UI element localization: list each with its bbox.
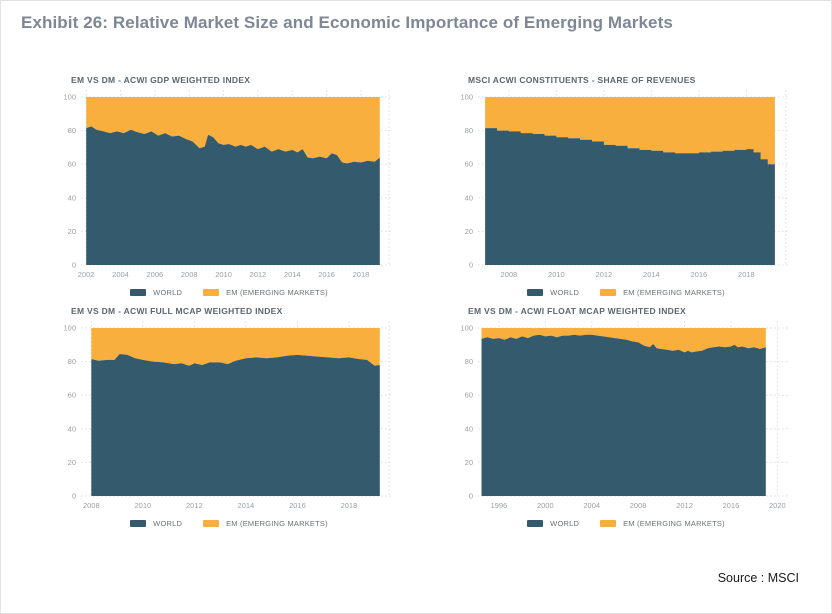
em-legend-swatch xyxy=(600,288,617,296)
svg-text:2012: 2012 xyxy=(250,270,267,279)
svg-text:60: 60 xyxy=(68,391,76,400)
svg-text:2014: 2014 xyxy=(643,270,660,279)
chart-title: EM VS DM - ACWI FLOAT MCAP WEIGHTED INDE… xyxy=(468,306,687,316)
svg-text:60: 60 xyxy=(465,391,473,400)
svg-text:2000: 2000 xyxy=(537,501,554,510)
chart-gdp-weighted: EM VS DM - ACWI GDP WEIGHTED INDEX 0 20 40… xyxy=(53,75,405,298)
svg-text:20: 20 xyxy=(68,227,76,236)
svg-text:2002: 2002 xyxy=(78,270,95,279)
svg-text:2006: 2006 xyxy=(147,270,164,279)
svg-text:2018: 2018 xyxy=(738,270,755,279)
chart-title: EM VS DM - ACWI GDP WEIGHTED INDEX xyxy=(71,75,251,85)
source-note: Source : MSCI xyxy=(717,571,799,585)
svg-text:20: 20 xyxy=(465,458,473,467)
svg-text:2008: 2008 xyxy=(181,270,198,279)
svg-text:80: 80 xyxy=(465,126,473,135)
chart-full-mcap: EM VS DM - ACWI FULL MCAP WEIGHTED INDEX… xyxy=(53,306,405,529)
svg-text:100: 100 xyxy=(460,93,473,102)
em-legend-label: EM (EMERGING MARKETS) xyxy=(226,287,328,297)
svg-text:2016: 2016 xyxy=(691,270,708,279)
em-legend-label: EM (EMERGING MARKETS) xyxy=(623,287,725,297)
em-legend-label: EM (EMERGING MARKETS) xyxy=(226,518,328,528)
full-mcap-plot: 0 20 40 60 80 100 2008 2010 2012 2014 2016 2018 xyxy=(63,321,391,510)
svg-text:100: 100 xyxy=(460,324,473,333)
svg-text:1996: 1996 xyxy=(491,501,508,510)
svg-text:20: 20 xyxy=(68,458,76,467)
chart-share-of-revenues: MSCI ACWI CONSTITUENTS - SHARE OF REVENU… xyxy=(450,75,802,298)
svg-text:2016: 2016 xyxy=(723,501,740,510)
svg-text:80: 80 xyxy=(68,357,76,366)
svg-text:40: 40 xyxy=(465,193,473,202)
svg-text:2020: 2020 xyxy=(769,501,786,510)
svg-text:40: 40 xyxy=(68,193,76,202)
svg-text:2016: 2016 xyxy=(318,270,335,279)
chart-float-mcap: EM VS DM - ACWI FLOAT MCAP WEIGHTED INDE… xyxy=(450,306,802,529)
svg-text:2014: 2014 xyxy=(238,501,255,510)
share-of-revenues-plot: 0 20 40 60 80 100 2008 2010 2012 2014 2016 2018 xyxy=(460,90,788,279)
svg-text:2014: 2014 xyxy=(284,270,301,279)
svg-text:2008: 2008 xyxy=(501,270,518,279)
svg-text:0: 0 xyxy=(72,492,76,501)
svg-text:40: 40 xyxy=(68,424,76,433)
chart-legend: WORLD EM (EMERGING MARKETS) xyxy=(450,286,802,298)
svg-text:2010: 2010 xyxy=(134,501,151,510)
svg-text:2012: 2012 xyxy=(676,501,693,510)
svg-text:2004: 2004 xyxy=(112,270,129,279)
svg-text:2008: 2008 xyxy=(630,501,647,510)
world-legend-swatch xyxy=(527,288,544,296)
svg-text:2008: 2008 xyxy=(83,501,100,510)
world-legend-label: WORLD xyxy=(153,518,183,528)
chart-legend: WORLD EM (EMERGING MARKETS) xyxy=(53,286,405,298)
world-legend-swatch xyxy=(130,288,147,296)
world-legend-label: WORLD xyxy=(153,287,183,297)
svg-text:80: 80 xyxy=(68,126,76,135)
svg-text:0: 0 xyxy=(469,261,473,270)
svg-text:100: 100 xyxy=(63,324,76,333)
svg-text:60: 60 xyxy=(465,160,473,169)
chart-title: MSCI ACWI CONSTITUENTS - SHARE OF REVENU… xyxy=(468,75,696,85)
svg-text:2018: 2018 xyxy=(341,501,358,510)
chart-legend: WORLD EM (EMERGING MARKETS) xyxy=(53,517,405,529)
em-legend-swatch xyxy=(600,519,617,527)
svg-text:0: 0 xyxy=(469,492,473,501)
svg-text:2010: 2010 xyxy=(548,270,565,279)
svg-text:2012: 2012 xyxy=(596,270,613,279)
chart-title: EM VS DM - ACWI FULL MCAP WEIGHTED INDEX xyxy=(71,306,283,316)
float-mcap-plot: 0 20 40 60 80 100 1996 2000 2004 2008 2012 2016 2020 xyxy=(460,321,788,510)
svg-text:60: 60 xyxy=(68,160,76,169)
svg-text:2004: 2004 xyxy=(583,501,600,510)
svg-text:2018: 2018 xyxy=(353,270,370,279)
world-legend-label: WORLD xyxy=(550,518,580,528)
em-legend-label: EM (EMERGING MARKETS) xyxy=(623,518,725,528)
chart-legend: WORLD EM (EMERGING MARKETS) xyxy=(450,517,802,529)
svg-text:2016: 2016 xyxy=(289,501,306,510)
svg-text:80: 80 xyxy=(465,357,473,366)
svg-text:100: 100 xyxy=(63,93,76,102)
svg-text:2012: 2012 xyxy=(186,501,203,510)
exhibit-title: Exhibit 26: Relative Market Size and Eco… xyxy=(21,13,673,32)
world-legend-swatch xyxy=(130,519,147,527)
svg-text:0: 0 xyxy=(72,261,76,270)
em-legend-swatch xyxy=(203,288,220,296)
world-legend-label: WORLD xyxy=(550,287,580,297)
svg-text:2010: 2010 xyxy=(215,270,232,279)
svg-text:20: 20 xyxy=(465,227,473,236)
gdp-weighted-plot: 0 20 40 60 80 100 2002 2004 2006 2008 2010 2012 2014… xyxy=(63,90,391,279)
world-legend-swatch xyxy=(527,519,544,527)
em-legend-swatch xyxy=(203,519,220,527)
svg-text:40: 40 xyxy=(465,424,473,433)
